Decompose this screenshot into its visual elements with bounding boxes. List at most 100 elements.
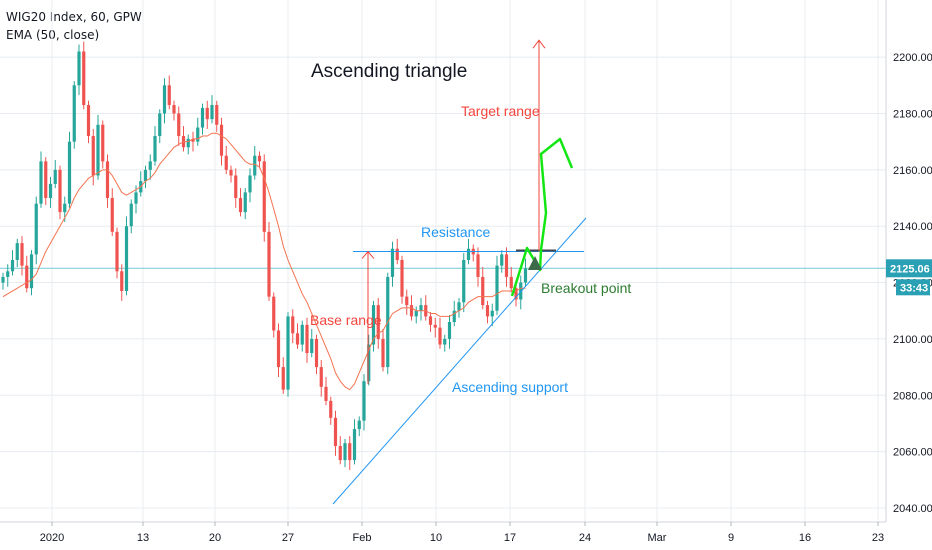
candle-body [82, 51, 86, 106]
time-tick-label: 20 [209, 532, 221, 544]
candle-body [110, 198, 114, 232]
grid [0, 0, 886, 522]
candle-body [86, 105, 91, 137]
price-tick-label: 2060.00 [893, 447, 932, 459]
candle-body [291, 316, 295, 334]
candles [1, 41, 528, 470]
candle-body [191, 138, 195, 142]
candle-body [29, 254, 34, 289]
last-price-label: 2125.06 [890, 263, 930, 275]
time-tick-label: 2020 [40, 532, 64, 544]
candle-body [219, 124, 224, 156]
candle-body [177, 113, 181, 137]
price-tick-label: 2160.00 [893, 165, 932, 177]
candle-body [124, 226, 129, 292]
candle-body [229, 169, 233, 176]
candle-body [53, 169, 57, 184]
time-tick-label: 24 [579, 532, 591, 544]
time-axis: 2020 13 20 27 Feb 10 17 24 Mar 9 16 23 [40, 522, 884, 544]
price-tick-label: 2080.00 [893, 390, 932, 402]
candle-body [120, 271, 124, 292]
breakout-marker [528, 256, 542, 270]
candle-body [371, 305, 376, 345]
candle-body [238, 198, 243, 213]
candle-body [476, 254, 480, 277]
resistance-label: Resistance [421, 224, 490, 240]
candle-body [257, 155, 262, 162]
ema-line [2, 132, 526, 391]
candle-body [158, 113, 162, 137]
candle-body [10, 260, 15, 272]
candle-body [352, 429, 357, 461]
symbol-label[interactable]: WIG20 Index, 60, GPW [6, 10, 142, 24]
time-tick-label: Mar [648, 532, 667, 544]
breakout-point-label: Breakout point [541, 280, 631, 296]
projection-path [510, 137, 574, 297]
candle-body [324, 386, 328, 401]
time-tick-label: Feb [353, 532, 372, 544]
candle-body [400, 260, 404, 297]
candle-body [215, 105, 219, 125]
candle-body [272, 296, 276, 331]
last-price-tag [886, 259, 932, 278]
candle-body [6, 271, 10, 277]
candle-body [523, 268, 528, 283]
time-tick-label: 13 [137, 532, 149, 544]
time-tick-label: 17 [504, 532, 516, 544]
candle-body [267, 231, 271, 297]
candle-body [253, 155, 257, 176]
candle-body [514, 288, 518, 300]
candle-body [381, 338, 385, 368]
candle-body [395, 248, 399, 261]
candle-body [58, 169, 62, 213]
candle-body [457, 302, 461, 311]
candle-body [77, 51, 81, 86]
candle-body [224, 155, 228, 170]
indicator-label[interactable]: EMA (50, close) [6, 28, 100, 42]
candle-body [48, 183, 53, 199]
candle-body [495, 265, 499, 311]
time-tick-label: 16 [799, 532, 811, 544]
candle-body [300, 324, 304, 345]
candle-body [490, 310, 494, 317]
candle-body [34, 203, 38, 255]
candle-body [143, 169, 148, 182]
candle-body [200, 107, 205, 128]
candle-body [167, 85, 171, 106]
candle-body [319, 367, 323, 387]
candle-body [376, 305, 380, 339]
candle-body [314, 338, 319, 368]
candle-body [153, 136, 157, 162]
candle-body [162, 85, 167, 114]
candle-body [509, 276, 513, 289]
ascending-support-label: Ascending support [452, 379, 568, 395]
candle-body [210, 105, 214, 120]
candle-body [466, 248, 471, 261]
candle-body [248, 175, 252, 193]
price-tick-label: 2140.00 [893, 221, 932, 233]
ascending-support-line [332, 217, 587, 505]
price-axis: 2040.002060.002080.002100.002120.002140.… [893, 52, 932, 515]
price-tick-label: 2180.00 [893, 108, 932, 120]
candle-body [452, 310, 456, 323]
candle-body [276, 330, 281, 368]
candle-body [234, 175, 238, 199]
candle-body [295, 333, 300, 345]
candle-body [414, 310, 418, 317]
base-range-label: Base range [310, 312, 382, 328]
candle-body [485, 305, 490, 317]
candle-body [357, 420, 361, 430]
candle-body [105, 161, 110, 199]
candle-body [500, 254, 504, 266]
candle-body [481, 276, 485, 306]
candle-body [310, 338, 314, 354]
candle-body [172, 105, 176, 114]
candle-body [409, 305, 414, 317]
price-tick-label: 2100.00 [893, 334, 932, 346]
candle-body [115, 231, 119, 272]
candle-body [419, 305, 423, 311]
candle-body [72, 85, 76, 142]
countdown-label: 33:43 [900, 282, 928, 294]
target-range-arrowhead [532, 39, 546, 49]
